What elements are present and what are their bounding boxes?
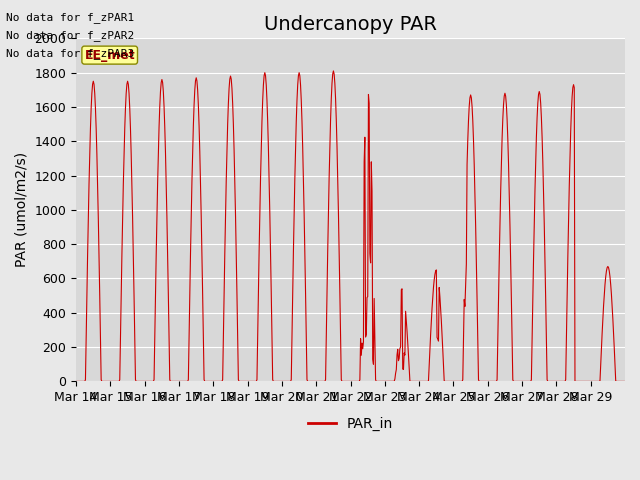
Text: No data for f_zPAR1: No data for f_zPAR1 <box>6 12 134 23</box>
Text: No data for f_zPAR2: No data for f_zPAR2 <box>6 30 134 41</box>
Text: No data for f_zPAR3: No data for f_zPAR3 <box>6 48 134 60</box>
Y-axis label: PAR (umol/m2/s): PAR (umol/m2/s) <box>15 152 29 267</box>
Text: EE_met: EE_met <box>84 48 135 61</box>
Legend: PAR_in: PAR_in <box>303 411 399 436</box>
Title: Undercanopy PAR: Undercanopy PAR <box>264 15 437 34</box>
